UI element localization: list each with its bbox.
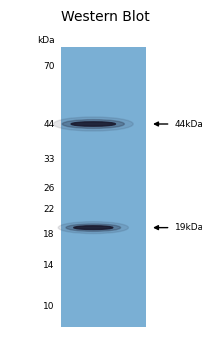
FancyBboxPatch shape bbox=[61, 47, 145, 327]
Text: 70: 70 bbox=[43, 62, 55, 71]
Text: 22: 22 bbox=[43, 205, 55, 214]
Ellipse shape bbox=[62, 120, 124, 128]
Ellipse shape bbox=[53, 117, 133, 131]
Ellipse shape bbox=[58, 222, 128, 234]
Text: 44: 44 bbox=[43, 120, 55, 128]
Text: 26: 26 bbox=[43, 184, 55, 193]
Ellipse shape bbox=[71, 122, 115, 126]
Text: 44kDa: 44kDa bbox=[174, 120, 202, 128]
Text: 19kDa: 19kDa bbox=[174, 223, 202, 232]
Ellipse shape bbox=[66, 224, 120, 231]
Text: 33: 33 bbox=[43, 155, 55, 164]
Text: 10: 10 bbox=[43, 302, 55, 311]
Text: kDa: kDa bbox=[37, 36, 55, 45]
Ellipse shape bbox=[74, 226, 112, 229]
Text: 14: 14 bbox=[43, 261, 55, 270]
Text: 18: 18 bbox=[43, 230, 55, 239]
Text: Western Blot: Western Blot bbox=[61, 9, 149, 24]
